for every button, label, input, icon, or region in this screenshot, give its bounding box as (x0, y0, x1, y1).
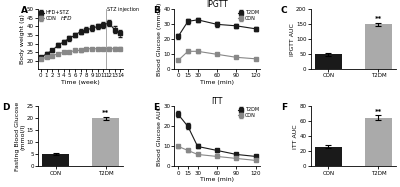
Y-axis label: Body weight (g): Body weight (g) (20, 14, 26, 64)
Bar (315, 147, 342, 166)
X-axis label: Time (min): Time (min) (200, 177, 234, 182)
X-axis label: Time (min): Time (min) (200, 80, 234, 85)
Bar (315, 54, 342, 69)
Text: A: A (21, 6, 28, 15)
Text: F: F (281, 103, 287, 112)
Legend: T2DM, CON: T2DM, CON (238, 108, 259, 118)
Bar (365, 24, 392, 69)
Text: C: C (281, 6, 288, 15)
Y-axis label: IPGTT AUC: IPGTT AUC (290, 23, 295, 56)
Text: **: ** (375, 109, 382, 115)
X-axis label: Time (week): Time (week) (61, 80, 100, 85)
Bar (365, 118, 392, 166)
Y-axis label: Blood Glucose (mmol/l): Blood Glucose (mmol/l) (157, 3, 162, 76)
Y-axis label: Fasting Blood Glucose
(mmol/l): Fasting Blood Glucose (mmol/l) (15, 102, 26, 171)
Title: IPGTT: IPGTT (206, 0, 228, 9)
Text: **: ** (375, 16, 382, 22)
Text: HFD: HFD (61, 16, 72, 21)
Bar (42, 154, 69, 166)
Text: **: ** (102, 110, 109, 116)
Legend: T2DM, CON: T2DM, CON (238, 10, 259, 21)
Y-axis label: ITT AUC: ITT AUC (293, 124, 298, 149)
Y-axis label: Blood Glucose AUC: Blood Glucose AUC (157, 106, 162, 166)
Title: ITT: ITT (211, 97, 223, 106)
Bar (92, 119, 119, 166)
Legend: HFD+STZ, CON: HFD+STZ, CON (39, 10, 69, 21)
Text: B: B (153, 6, 160, 15)
Text: D: D (2, 103, 10, 112)
Text: STZ injection: STZ injection (107, 7, 139, 12)
Text: E: E (153, 103, 159, 112)
